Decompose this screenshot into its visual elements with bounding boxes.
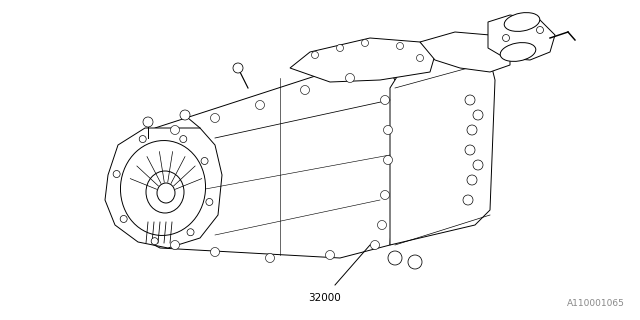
Ellipse shape <box>346 74 355 83</box>
Polygon shape <box>420 32 510 72</box>
Polygon shape <box>488 15 555 60</box>
Ellipse shape <box>151 238 158 245</box>
Ellipse shape <box>467 175 477 185</box>
Ellipse shape <box>381 190 390 199</box>
Ellipse shape <box>266 253 275 262</box>
Ellipse shape <box>536 27 543 34</box>
Ellipse shape <box>312 52 319 59</box>
Ellipse shape <box>113 171 120 178</box>
Ellipse shape <box>233 63 243 73</box>
Ellipse shape <box>337 44 344 52</box>
Ellipse shape <box>206 198 213 205</box>
Ellipse shape <box>465 95 475 105</box>
Ellipse shape <box>157 183 175 203</box>
Ellipse shape <box>211 247 220 257</box>
Ellipse shape <box>170 241 179 250</box>
Ellipse shape <box>463 195 473 205</box>
Ellipse shape <box>502 35 509 42</box>
Ellipse shape <box>473 160 483 170</box>
Ellipse shape <box>301 85 310 94</box>
Ellipse shape <box>378 220 387 229</box>
Ellipse shape <box>180 136 187 142</box>
Text: 32000: 32000 <box>308 293 341 303</box>
Ellipse shape <box>326 251 335 260</box>
Ellipse shape <box>170 125 179 134</box>
Text: A110001065: A110001065 <box>567 299 625 308</box>
Ellipse shape <box>473 110 483 120</box>
Ellipse shape <box>383 125 392 134</box>
Ellipse shape <box>408 255 422 269</box>
Polygon shape <box>290 38 435 82</box>
Ellipse shape <box>417 54 424 61</box>
Ellipse shape <box>143 117 153 127</box>
Ellipse shape <box>397 43 403 50</box>
Ellipse shape <box>120 215 127 222</box>
Ellipse shape <box>140 136 146 142</box>
Ellipse shape <box>187 229 194 236</box>
Ellipse shape <box>504 12 540 31</box>
Ellipse shape <box>500 43 536 61</box>
Ellipse shape <box>465 145 475 155</box>
Polygon shape <box>135 68 400 258</box>
Ellipse shape <box>201 157 208 164</box>
Ellipse shape <box>146 171 184 213</box>
Ellipse shape <box>211 114 220 123</box>
Ellipse shape <box>371 241 380 250</box>
Polygon shape <box>105 128 222 248</box>
Ellipse shape <box>120 140 205 236</box>
Ellipse shape <box>381 95 390 105</box>
Ellipse shape <box>255 100 264 109</box>
Ellipse shape <box>383 156 392 164</box>
Ellipse shape <box>388 251 402 265</box>
Polygon shape <box>340 45 495 245</box>
Ellipse shape <box>180 110 190 120</box>
Ellipse shape <box>467 125 477 135</box>
Ellipse shape <box>362 39 369 46</box>
